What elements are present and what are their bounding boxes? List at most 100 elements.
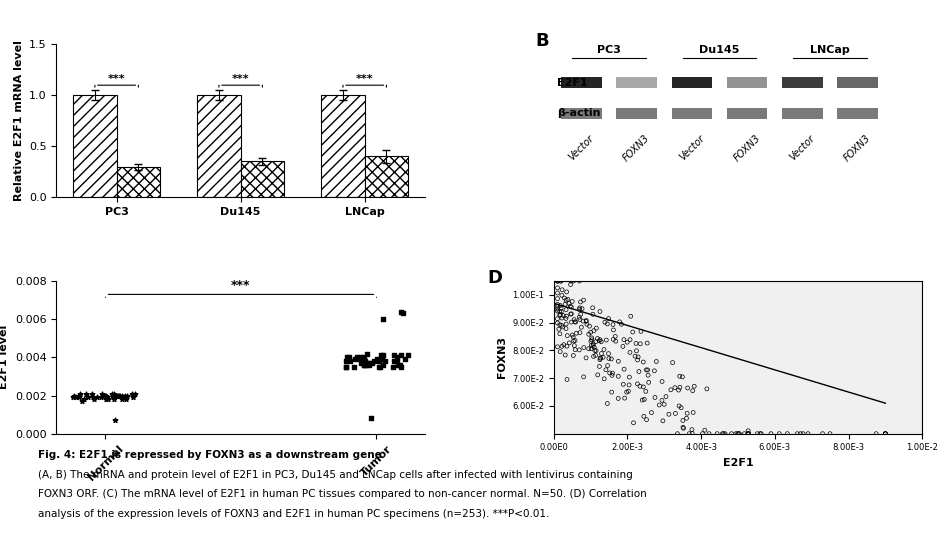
Point [630,379,645,388]
Point [641,378,656,387]
Point [358,359,373,368]
Point [552,301,567,310]
Point [572,315,587,324]
Point [353,353,368,362]
Point [663,385,678,394]
Point [590,370,605,379]
Point [741,429,756,438]
Point [602,369,617,378]
Point [550,319,565,327]
Point [572,328,587,337]
Point [789,429,805,438]
Point [559,324,574,333]
Point [632,382,647,391]
Point [593,354,608,363]
Point [106,389,121,398]
Point [623,335,638,344]
Point [629,346,644,355]
Point [99,391,114,400]
Point [550,307,565,316]
Point [679,414,694,423]
Point [730,429,745,438]
Point [552,320,567,329]
Point [559,305,574,314]
Bar [561,108,601,118]
Point [652,400,667,409]
Point [582,344,597,353]
Point [566,351,581,360]
Point [357,355,372,364]
Bar [672,108,712,118]
Point [686,408,701,417]
Point [560,295,575,304]
Point [556,340,571,349]
Point [685,429,700,438]
Point [356,360,371,369]
Point [667,383,682,392]
Point [635,396,650,405]
Point [572,276,587,285]
Point [72,391,87,400]
Point [105,393,120,402]
Bar [365,156,408,197]
Point [583,344,598,353]
Point [550,276,565,285]
Text: ***: *** [231,280,250,292]
X-axis label: E2F1: E2F1 [723,458,754,468]
Point [646,366,662,375]
Point [560,375,575,384]
Point [550,294,565,303]
Point [343,357,358,366]
Point [640,365,655,374]
Point [572,313,587,322]
Point [614,320,629,329]
Point [127,389,142,398]
Point [628,352,643,361]
Point [582,322,597,331]
Point [621,387,636,396]
Point [80,393,95,402]
Point [613,317,628,326]
Point [559,296,574,305]
Point [567,317,582,326]
Point [554,291,569,300]
Point [112,391,127,400]
Point [601,354,616,363]
Point [659,392,674,401]
Point [372,363,387,371]
Point [371,357,386,366]
Point [375,315,391,324]
Point [579,354,594,363]
Point [676,423,691,432]
Point [564,317,579,326]
Point [374,351,389,360]
Point [551,325,566,334]
Point [737,429,752,438]
Point [564,302,579,311]
Point [386,357,401,366]
Point [120,391,135,400]
Point [124,389,139,398]
Point [89,393,104,402]
Point [601,349,616,358]
Point [116,393,131,402]
Point [572,304,587,312]
Point [339,363,354,371]
Point [676,416,691,425]
Point [377,357,392,366]
Point [67,391,82,400]
Point [655,416,670,425]
Point [359,359,375,368]
Point [620,337,635,346]
Point [566,341,582,350]
Point [553,307,568,316]
Point [569,329,584,337]
Point [617,394,632,403]
Point [553,304,568,312]
Point [576,317,591,326]
Bar [782,108,822,118]
Point [622,348,637,357]
Point [626,418,641,427]
Point [115,391,130,400]
Point [558,314,573,323]
